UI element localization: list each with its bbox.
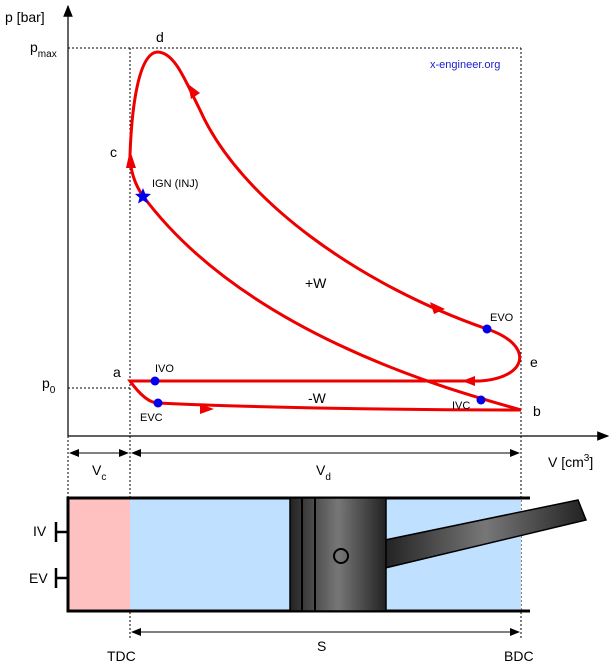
point-label: a: [113, 364, 121, 380]
shape: [462, 376, 475, 386]
label-part: V: [92, 462, 102, 478]
label-part: c: [101, 472, 106, 483]
dimension-arrows: [69, 449, 520, 636]
p0-label: p0: [42, 375, 56, 396]
point-label: b: [533, 403, 541, 419]
bdc-label: BDC: [504, 648, 534, 664]
x-axis-label: V [cm3]: [548, 453, 593, 470]
stroke-label: S: [317, 638, 326, 654]
shape: [200, 404, 214, 414]
label-part: V: [316, 462, 326, 478]
tdc-label: TDC: [107, 648, 136, 664]
event-label: EVO: [490, 312, 514, 324]
valve-label: EV: [29, 570, 48, 586]
point-label: e: [530, 354, 538, 370]
shape: [188, 84, 200, 99]
shape: [126, 150, 136, 168]
piston-pin: [333, 548, 349, 564]
vc-label: Vc: [92, 462, 106, 483]
vd-label: Vd: [316, 462, 331, 483]
shape: [476, 395, 486, 405]
valves: [54, 522, 68, 588]
pmax-label: pmax: [30, 39, 57, 60]
label-part: V [cm: [548, 454, 584, 470]
event-markers: [135, 188, 492, 408]
shape: [482, 324, 492, 334]
event-label: IVO: [155, 363, 174, 375]
shape: [430, 302, 445, 314]
shape: [127, 50, 522, 412]
guide-lines: [67, 47, 522, 640]
label-part: ]: [589, 454, 593, 470]
work-label: +W: [305, 275, 327, 291]
shape: [153, 398, 163, 408]
cycle-arrows: [126, 84, 475, 414]
point-label: d: [156, 29, 164, 45]
point-label: c: [110, 144, 117, 160]
label-part: p: [42, 375, 50, 391]
work-label: -W: [308, 390, 327, 406]
clearance-volume: [68, 498, 130, 611]
label-part: max: [38, 49, 57, 60]
shape: [150, 376, 160, 386]
label-part: 3: [584, 453, 590, 464]
piston: [289, 497, 387, 612]
watermark: x-engineer.org: [430, 59, 500, 71]
event-label: IGN (INJ): [152, 178, 198, 190]
label-part: p: [30, 39, 38, 55]
y-axis-label: p [bar]: [5, 9, 45, 25]
valve-label: IV: [33, 523, 47, 539]
shape: [135, 188, 151, 204]
piston-rings: [301, 498, 316, 611]
event-label: EVC: [140, 412, 163, 424]
event-label: IVC: [452, 400, 470, 412]
label-part: 0: [50, 385, 56, 396]
label-part: d: [325, 472, 331, 483]
cycle-curve: [127, 50, 522, 412]
